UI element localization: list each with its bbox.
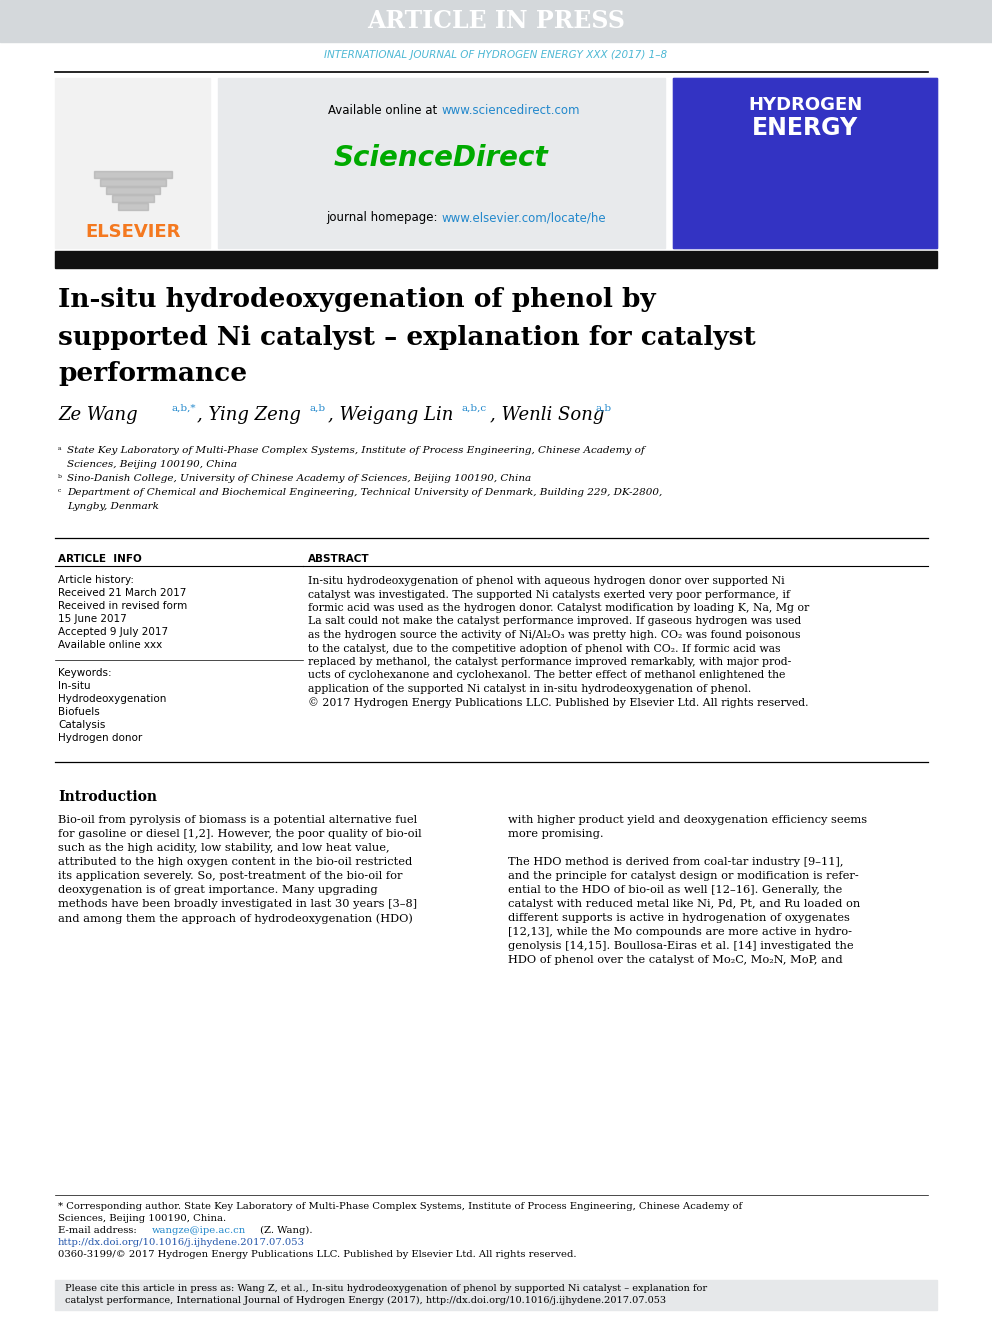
Text: Sino-Danish College, University of Chinese Academy of Sciences, Beijing 100190, : Sino-Danish College, University of Chine… xyxy=(67,474,531,483)
Text: Hydrodeoxygenation: Hydrodeoxygenation xyxy=(58,695,167,704)
Text: Introduction: Introduction xyxy=(58,790,157,804)
Text: ARTICLE  INFO: ARTICLE INFO xyxy=(58,554,142,564)
Text: Bio-oil from pyrolysis of biomass is a potential alternative fuel: Bio-oil from pyrolysis of biomass is a p… xyxy=(58,815,417,826)
Text: replaced by methanol, the catalyst performance improved remarkably, with major p: replaced by methanol, the catalyst perfo… xyxy=(308,658,792,667)
Text: Available online at: Available online at xyxy=(328,103,441,116)
Text: a,b: a,b xyxy=(310,404,326,413)
Bar xyxy=(55,1279,937,1310)
Text: such as the high acidity, low stability, and low heat value,: such as the high acidity, low stability,… xyxy=(58,843,390,853)
Text: Ze Wang: Ze Wang xyxy=(58,406,144,423)
Text: ScienceDirect: ScienceDirect xyxy=(333,144,549,172)
Bar xyxy=(0,0,992,42)
Text: and among them the approach of hydrodeoxygenation (HDO): and among them the approach of hydrodeox… xyxy=(58,913,413,923)
Text: HDO of phenol over the catalyst of Mo₂C, Mo₂N, MoP, and: HDO of phenol over the catalyst of Mo₂C,… xyxy=(508,955,842,964)
Text: La salt could not make the catalyst performance improved. If gaseous hydrogen wa: La salt could not make the catalyst perf… xyxy=(308,617,802,627)
Text: [12,13], while the Mo compounds are more active in hydro-: [12,13], while the Mo compounds are more… xyxy=(508,927,852,937)
Text: attributed to the high oxygen content in the bio-oil restricted: attributed to the high oxygen content in… xyxy=(58,857,413,867)
Text: supported Ni catalyst – explanation for catalyst: supported Ni catalyst – explanation for … xyxy=(58,324,756,349)
Bar xyxy=(218,78,665,247)
Text: ential to the HDO of bio-oil as well [12–16]. Generally, the: ential to the HDO of bio-oil as well [12… xyxy=(508,885,842,894)
Text: genolysis [14,15]. Boullosa-Eiras et al. [14] investigated the: genolysis [14,15]. Boullosa-Eiras et al.… xyxy=(508,941,854,951)
Text: Accepted 9 July 2017: Accepted 9 July 2017 xyxy=(58,627,168,636)
Text: www.sciencedirect.com: www.sciencedirect.com xyxy=(441,103,579,116)
Text: application of the supported Ni catalyst in in-situ hydrodeoxygenation of phenol: application of the supported Ni catalyst… xyxy=(308,684,751,695)
Text: http://dx.doi.org/10.1016/j.ijhydene.2017.07.053: http://dx.doi.org/10.1016/j.ijhydene.201… xyxy=(58,1238,305,1248)
Text: catalyst performance, International Journal of Hydrogen Energy (2017), http://dx: catalyst performance, International Jour… xyxy=(65,1297,666,1304)
Text: 0360-3199/© 2017 Hydrogen Energy Publications LLC. Published by Elsevier Ltd. Al: 0360-3199/© 2017 Hydrogen Energy Publica… xyxy=(58,1250,576,1259)
Text: Please cite this article in press as: Wang Z, et al., In-situ hydrodeoxygenation: Please cite this article in press as: Wa… xyxy=(65,1285,707,1293)
Text: Keywords:: Keywords: xyxy=(58,668,112,677)
Text: ENERGY: ENERGY xyxy=(752,116,858,140)
Text: Biofuels: Biofuels xyxy=(58,706,100,717)
Text: and the principle for catalyst design or modification is refer-: and the principle for catalyst design or… xyxy=(508,871,859,881)
Bar xyxy=(112,194,154,202)
Text: ucts of cyclohexanone and cyclohexanol. The better effect of methanol enlightene: ucts of cyclohexanone and cyclohexanol. … xyxy=(308,671,786,680)
Bar xyxy=(673,78,937,247)
Text: In-situ hydrodeoxygenation of phenol by: In-situ hydrodeoxygenation of phenol by xyxy=(58,287,656,312)
Text: , Ying Zeng: , Ying Zeng xyxy=(197,406,307,423)
Text: ᵃ: ᵃ xyxy=(58,446,62,455)
Text: In-situ hydrodeoxygenation of phenol with aqueous hydrogen donor over supported : In-situ hydrodeoxygenation of phenol wit… xyxy=(308,576,785,586)
Text: a,b,*: a,b,* xyxy=(172,404,196,413)
Text: performance: performance xyxy=(58,361,247,386)
Text: as the hydrogen source the activity of Ni/Al₂O₃ was pretty high. CO₂ was found p: as the hydrogen source the activity of N… xyxy=(308,630,801,640)
Text: for gasoline or diesel [1,2]. However, the poor quality of bio-oil: for gasoline or diesel [1,2]. However, t… xyxy=(58,830,422,839)
Text: Available online xxx: Available online xxx xyxy=(58,640,163,650)
Text: Received 21 March 2017: Received 21 March 2017 xyxy=(58,587,186,598)
Text: ᵇ: ᵇ xyxy=(58,474,62,483)
Text: Article history:: Article history: xyxy=(58,576,134,585)
Bar xyxy=(106,187,160,194)
Text: Sciences, Beijing 100190, China.: Sciences, Beijing 100190, China. xyxy=(58,1215,226,1222)
Text: to the catalyst, due to the competitive adoption of phenol with CO₂. If formic a: to the catalyst, due to the competitive … xyxy=(308,643,781,654)
Text: INTERNATIONAL JOURNAL OF HYDROGEN ENERGY XXX (2017) 1–8: INTERNATIONAL JOURNAL OF HYDROGEN ENERGY… xyxy=(324,50,668,60)
Bar xyxy=(118,202,148,210)
Text: Catalysis: Catalysis xyxy=(58,720,105,730)
Text: more promising.: more promising. xyxy=(508,830,603,839)
Text: The HDO method is derived from coal-tar industry [9–11],: The HDO method is derived from coal-tar … xyxy=(508,857,843,867)
Text: , Wenli Song: , Wenli Song xyxy=(490,406,610,423)
Text: * Corresponding author. State Key Laboratory of Multi-Phase Complex Systems, Ins: * Corresponding author. State Key Labora… xyxy=(58,1203,742,1211)
Text: HYDROGEN: HYDROGEN xyxy=(748,97,862,114)
Text: catalyst with reduced metal like Ni, Pd, Pt, and Ru loaded on: catalyst with reduced metal like Ni, Pd,… xyxy=(508,900,860,909)
Text: wangze@ipe.ac.cn: wangze@ipe.ac.cn xyxy=(152,1226,246,1234)
Bar xyxy=(94,171,172,179)
Text: Department of Chemical and Biochemical Engineering, Technical University of Denm: Department of Chemical and Biochemical E… xyxy=(67,488,663,497)
Bar xyxy=(55,251,937,269)
Text: ᶜ: ᶜ xyxy=(58,488,62,497)
Text: Hydrogen donor: Hydrogen donor xyxy=(58,733,142,744)
Text: formic acid was used as the hydrogen donor. Catalyst modification by loading K, : formic acid was used as the hydrogen don… xyxy=(308,603,809,613)
Text: with higher product yield and deoxygenation efficiency seems: with higher product yield and deoxygenat… xyxy=(508,815,867,826)
Text: State Key Laboratory of Multi-Phase Complex Systems, Institute of Process Engine: State Key Laboratory of Multi-Phase Comp… xyxy=(67,446,645,455)
Bar xyxy=(100,179,166,187)
Text: 15 June 2017: 15 June 2017 xyxy=(58,614,127,624)
Text: its application severely. So, post-treatment of the bio-oil for: its application severely. So, post-treat… xyxy=(58,871,403,881)
Bar xyxy=(673,78,937,247)
Text: a,b,c: a,b,c xyxy=(462,404,487,413)
Text: a,b: a,b xyxy=(596,404,612,413)
Text: Received in revised form: Received in revised form xyxy=(58,601,187,611)
Text: www.elsevier.com/locate/he: www.elsevier.com/locate/he xyxy=(441,212,606,225)
Text: , Weigang Lin: , Weigang Lin xyxy=(328,406,459,423)
Text: Sciences, Beijing 100190, China: Sciences, Beijing 100190, China xyxy=(67,460,237,468)
Text: different supports is active in hydrogenation of oxygenates: different supports is active in hydrogen… xyxy=(508,913,850,923)
Bar xyxy=(55,78,210,247)
Text: ARTICLE IN PRESS: ARTICLE IN PRESS xyxy=(367,9,625,33)
Text: catalyst was investigated. The supported Ni catalysts exerted very poor performa: catalyst was investigated. The supported… xyxy=(308,590,790,599)
Text: journal homepage:: journal homepage: xyxy=(325,212,441,225)
Text: In-situ: In-situ xyxy=(58,681,90,691)
Text: © 2017 Hydrogen Energy Publications LLC. Published by Elsevier Ltd. All rights r: © 2017 Hydrogen Energy Publications LLC.… xyxy=(308,697,808,708)
Text: methods have been broadly investigated in last 30 years [3–8]: methods have been broadly investigated i… xyxy=(58,900,417,909)
Text: ELSEVIER: ELSEVIER xyxy=(85,224,181,241)
Text: (Z. Wang).: (Z. Wang). xyxy=(257,1226,312,1236)
Text: Lyngby, Denmark: Lyngby, Denmark xyxy=(67,501,159,511)
Text: ABSTRACT: ABSTRACT xyxy=(308,554,370,564)
Text: deoxygenation is of great importance. Many upgrading: deoxygenation is of great importance. Ma… xyxy=(58,885,378,894)
Text: E-mail address:: E-mail address: xyxy=(58,1226,140,1234)
